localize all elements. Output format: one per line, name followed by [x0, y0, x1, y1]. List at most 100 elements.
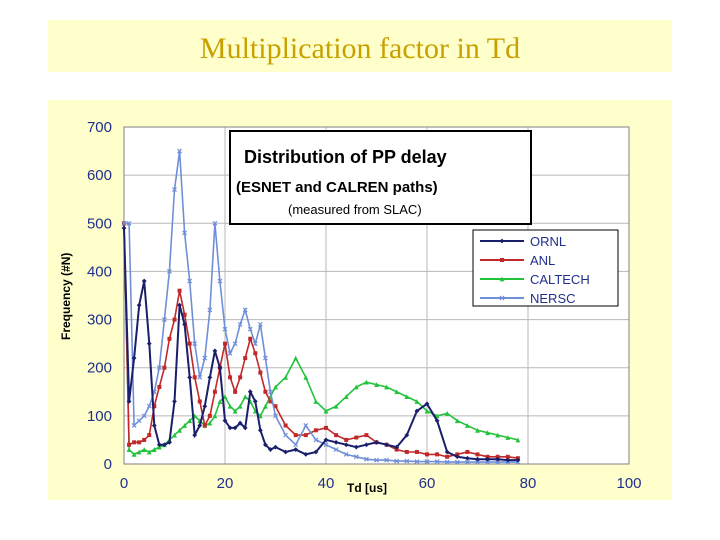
data-point	[374, 382, 379, 387]
data-point	[217, 365, 223, 371]
data-point	[313, 449, 319, 455]
data-point	[268, 447, 273, 452]
data-point	[202, 403, 208, 409]
data-point	[131, 355, 137, 361]
data-point	[454, 459, 460, 465]
data-point	[262, 355, 268, 361]
data-point	[425, 452, 429, 457]
data-point	[424, 401, 430, 407]
data-point	[156, 365, 162, 371]
data-point	[161, 317, 167, 322]
data-point	[141, 447, 147, 452]
data-point	[167, 336, 172, 341]
data-point	[414, 449, 419, 454]
data-point	[454, 418, 460, 424]
data-point	[364, 379, 369, 385]
data-point	[303, 451, 309, 457]
data-point	[323, 442, 329, 448]
data-point	[475, 459, 480, 465]
data-point	[333, 403, 339, 409]
data-point	[499, 276, 505, 282]
data-point	[232, 341, 238, 347]
data-point	[464, 459, 470, 465]
inset-title-box: Distribution of PP delay (ESNET and CALR…	[229, 130, 532, 225]
data-point	[126, 399, 132, 404]
data-point	[374, 457, 379, 463]
y-tick-label: 500	[87, 215, 112, 232]
data-point	[202, 355, 208, 361]
data-point	[141, 278, 147, 284]
data-point	[444, 411, 450, 416]
data-point	[167, 439, 172, 445]
data-point	[197, 374, 203, 380]
y-tick-label: 400	[87, 263, 112, 280]
x-tick-label: 80	[520, 475, 537, 492]
data-point	[273, 384, 278, 390]
data-point	[293, 447, 299, 452]
data-point	[485, 454, 490, 459]
data-point	[414, 399, 420, 404]
data-point	[434, 418, 440, 424]
data-point	[273, 404, 278, 409]
data-point	[354, 435, 359, 440]
data-point	[172, 317, 177, 322]
data-point	[313, 399, 319, 404]
data-point	[505, 457, 511, 463]
data-point	[207, 374, 213, 380]
data-point	[222, 326, 228, 332]
data-point	[495, 454, 500, 459]
data-point	[146, 449, 152, 455]
data-point	[293, 442, 299, 448]
data-point	[475, 452, 480, 457]
data-point	[500, 258, 504, 262]
data-point	[485, 459, 491, 465]
data-point	[515, 457, 521, 463]
data-point	[273, 413, 278, 419]
data-point	[394, 389, 400, 395]
data-point	[136, 449, 142, 455]
data-point	[192, 341, 198, 347]
data-point	[162, 365, 167, 370]
data-point	[313, 437, 319, 443]
legend-label: ANL	[530, 253, 555, 268]
data-point	[172, 399, 177, 404]
data-point	[182, 230, 188, 236]
data-point	[232, 408, 238, 414]
data-point	[293, 355, 299, 361]
data-point	[238, 375, 243, 380]
data-point	[212, 389, 217, 394]
data-point	[207, 413, 212, 418]
x-tick-label: 0	[120, 475, 128, 492]
data-point	[227, 350, 233, 356]
data-point	[237, 420, 243, 426]
data-point	[242, 394, 248, 399]
data-point	[136, 302, 142, 308]
data-point	[273, 444, 278, 450]
data-point	[384, 457, 390, 463]
data-point	[141, 413, 147, 419]
data-point	[252, 399, 258, 404]
data-point	[454, 454, 460, 460]
data-point	[228, 375, 233, 380]
y-tick-label: 200	[87, 360, 112, 377]
data-point	[323, 408, 329, 414]
data-point	[505, 435, 511, 440]
data-point	[283, 423, 288, 428]
data-point	[207, 420, 213, 426]
legend-item-nersc: NERSC	[480, 291, 576, 306]
x-tick-label: 20	[217, 475, 234, 492]
data-point	[303, 433, 308, 438]
data-point	[465, 449, 470, 454]
y-tick-label: 600	[87, 167, 112, 184]
data-point	[263, 403, 268, 409]
x-tick-label: 40	[318, 475, 335, 492]
data-point	[257, 427, 263, 433]
data-point	[499, 238, 505, 244]
data-point	[344, 437, 349, 442]
data-point	[162, 442, 167, 448]
x-tick-label: 100	[616, 475, 641, 492]
x-tick-label: 60	[419, 475, 436, 492]
data-point	[444, 449, 450, 455]
series-nersc	[121, 148, 521, 465]
